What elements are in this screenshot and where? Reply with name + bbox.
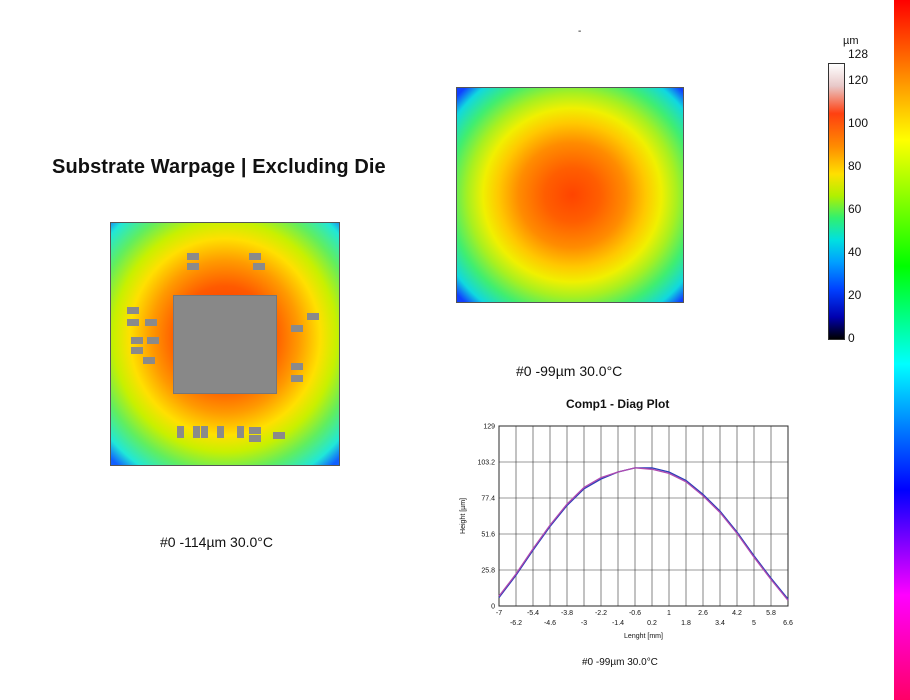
y-axis-label: Height [µm]: [460, 498, 467, 534]
component-pad: [237, 426, 244, 438]
colorbar-unit: µm: [843, 35, 859, 47]
y-tick-label: 25.8: [481, 568, 495, 575]
x-axis-label: Lenght [mm]: [624, 633, 663, 640]
x-tick-label: -1.4: [612, 620, 624, 627]
colorbar-tick-label: 20: [848, 288, 862, 303]
warpage-map-full: [456, 87, 684, 303]
y-tick-label: 51.6: [481, 532, 495, 539]
component-pad: [187, 263, 199, 270]
component-pad: [273, 432, 285, 439]
colorbar-tick-label: 100: [848, 116, 869, 131]
diag-plot: -7 -5.4 -3.8 -2.2 -0.6 1 2.6 4.2 5.8 -6.2 -4.6 -3 -1…: [460, 424, 793, 641]
component-pad: [249, 427, 261, 434]
edge-color-strip: [894, 0, 910, 700]
x-tick-label: 0.2: [647, 620, 657, 627]
x-tick-label: -6.2: [510, 620, 522, 627]
component-pad: [291, 325, 303, 332]
x-tick-label: -3.8: [561, 610, 573, 617]
component-pad: [147, 337, 159, 344]
colorbar-tick-label: 80: [848, 159, 862, 174]
x-tick-label: 3.4: [715, 620, 725, 627]
x-tick-label: 6.6: [783, 620, 793, 627]
y-tick-label: 129: [483, 424, 495, 431]
plot-title: Comp1 - Diag Plot: [566, 397, 670, 411]
plot-area: [498, 425, 789, 607]
component-pad: [131, 337, 143, 344]
component-pad: [201, 426, 208, 438]
top-mark: -: [578, 26, 582, 37]
component-pad: [307, 313, 319, 320]
component-pad: [193, 426, 200, 438]
colorbar-tick-label: 120: [848, 73, 869, 88]
component-pad: [177, 426, 184, 438]
y-tick-label: 103.2: [477, 460, 495, 467]
slide-title: Substrate Warpage | Excluding Die: [52, 156, 386, 178]
component-pad: [143, 357, 155, 364]
component-pad: [217, 426, 224, 438]
x-tick-label: 5.8: [766, 610, 776, 617]
x-tick-label: 1.8: [681, 620, 691, 627]
x-tick-label: 5: [752, 620, 756, 627]
x-tick-label: -3: [581, 620, 587, 627]
component-pad: [187, 253, 199, 260]
plot-caption: #0 -99µm 30.0°C: [582, 657, 658, 668]
series-line: [498, 467, 789, 601]
component-pad: [127, 319, 139, 326]
right-map-caption: #0 -99µm 30.0°C: [516, 363, 623, 379]
component-pad: [249, 435, 261, 442]
x-tick-label: -4.6: [544, 620, 556, 627]
component-pad: [253, 263, 265, 270]
x-tick-label: -7: [496, 610, 502, 617]
colorbar-tick-label: 0: [848, 331, 855, 345]
x-tick-label: 1: [667, 610, 671, 617]
x-tick-label: -2.2: [595, 610, 607, 617]
component-pad: [249, 253, 261, 260]
x-tick-label: 2.6: [698, 610, 708, 617]
component-pad: [127, 307, 139, 314]
y-tick-label: 0: [491, 604, 495, 611]
colorbar-tick-label: 40: [848, 245, 862, 260]
y-tick-label: 77.4: [481, 496, 495, 503]
component-pad: [291, 363, 303, 370]
left-map-caption: #0 -114µm 30.0°C: [160, 534, 274, 550]
series-line: [498, 467, 789, 600]
x-tick-label: -5.4: [527, 610, 539, 617]
warpage-map-excluding-die: [110, 222, 340, 466]
die-area: [173, 295, 277, 394]
x-tick-label: 4.2: [732, 610, 742, 617]
component-pad: [145, 319, 157, 326]
component-pad: [131, 347, 143, 354]
colorbar-tick-label: 60: [848, 202, 862, 217]
colorbar: [828, 63, 845, 340]
x-tick-label: -0.6: [629, 610, 641, 617]
component-pad: [291, 375, 303, 382]
colorbar-max-label: 128: [848, 47, 869, 61]
